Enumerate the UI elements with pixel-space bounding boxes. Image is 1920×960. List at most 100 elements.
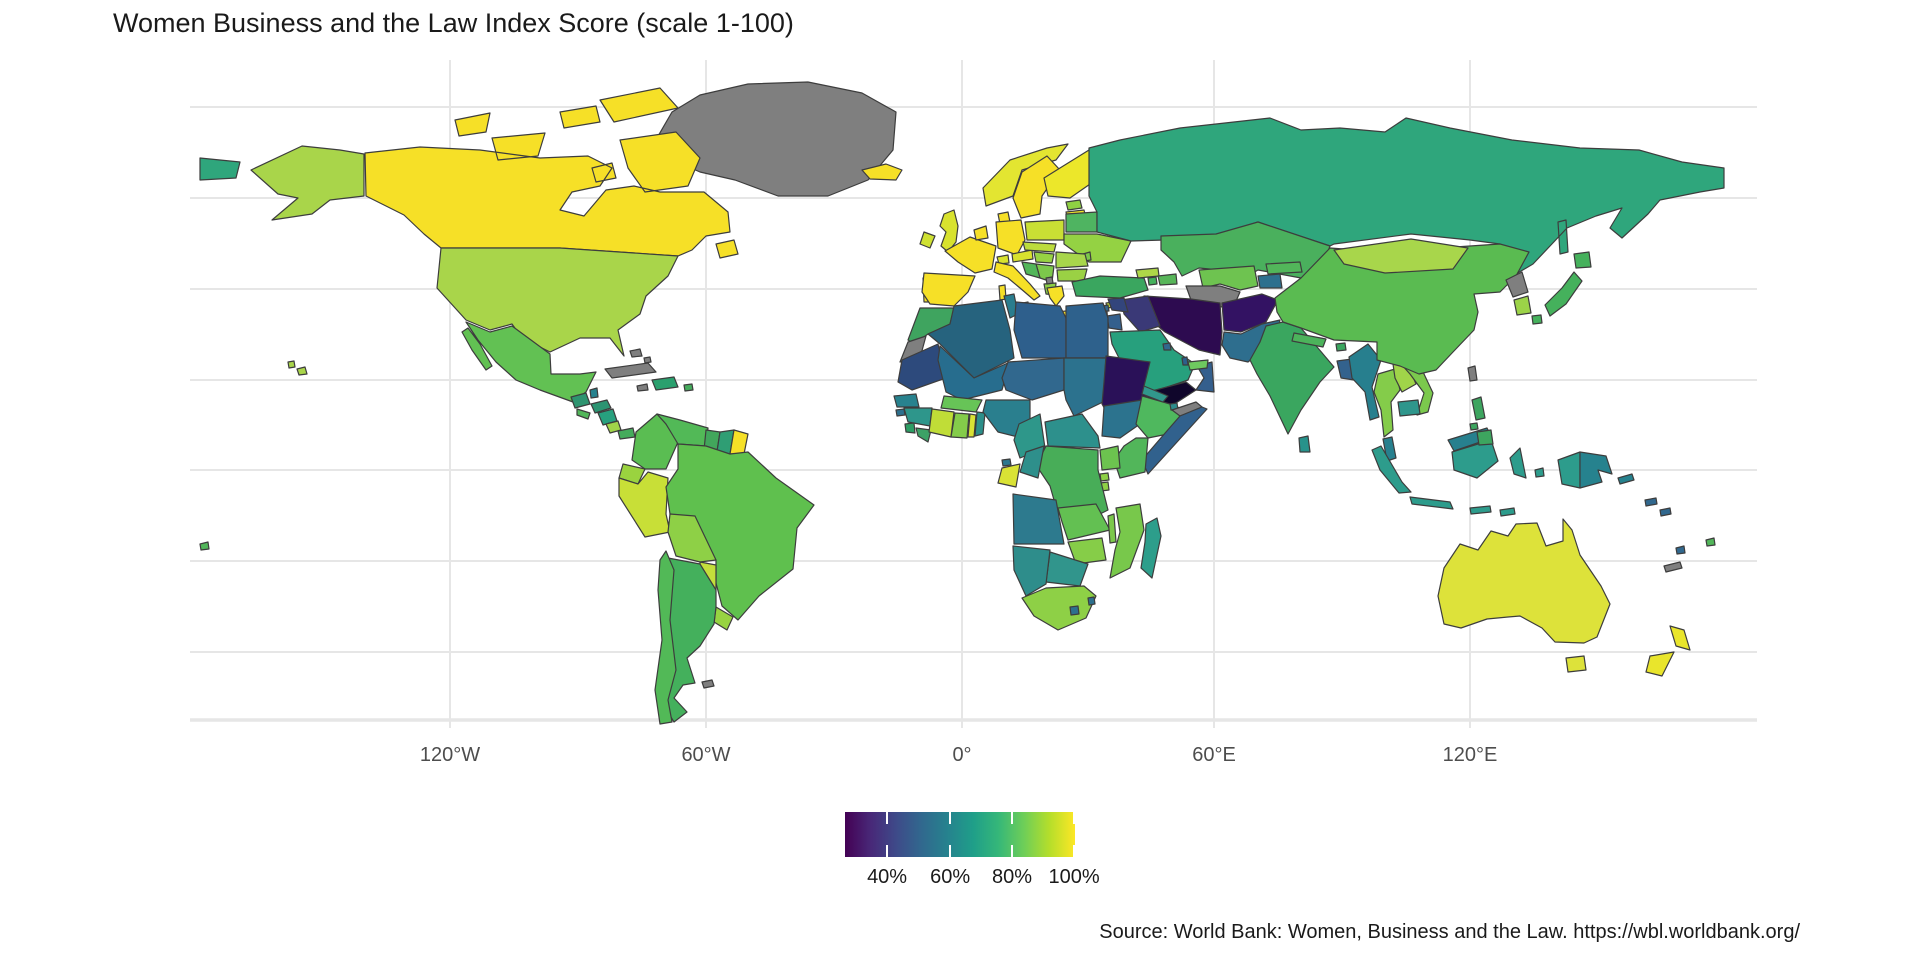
country-poland xyxy=(1024,219,1065,241)
country-iceland xyxy=(861,163,903,181)
country-new-caledonia xyxy=(1663,561,1683,573)
colorbar-tick xyxy=(1073,845,1076,857)
country-armenia xyxy=(1147,276,1158,286)
country-kosovo xyxy=(1045,276,1054,285)
country-cote-divoire xyxy=(928,408,955,438)
country-mongolia xyxy=(1333,238,1469,274)
country-germany xyxy=(995,219,1026,256)
source-caption: Source: World Bank: Women, Business and … xyxy=(1099,921,1800,943)
country-niger xyxy=(1001,357,1065,401)
country-eritrea xyxy=(1141,385,1169,403)
country-austria xyxy=(1011,249,1034,263)
x-axis-tick-label: 0° xyxy=(952,744,972,766)
country-hungary xyxy=(1033,251,1055,264)
colorbar-tick xyxy=(1010,812,1013,824)
country-cambodia xyxy=(1397,399,1421,417)
country-honduras xyxy=(590,399,612,414)
country-afghanistan xyxy=(1221,293,1279,333)
country-jamaica xyxy=(636,383,649,392)
country-uae xyxy=(1187,359,1209,371)
country-burkina-faso xyxy=(940,395,983,413)
country-hawaii xyxy=(287,360,308,376)
country-liberia xyxy=(915,427,932,443)
x-axis-tick-label: 120°W xyxy=(419,744,481,766)
country-azerbaijan xyxy=(1157,273,1178,286)
country-malawi xyxy=(1107,513,1117,544)
country-guatemala xyxy=(570,392,591,409)
country-belize xyxy=(589,387,599,399)
country-myanmar xyxy=(1348,343,1382,421)
country-fiji xyxy=(199,537,1716,551)
country-peru xyxy=(618,471,671,538)
country-qatar xyxy=(1181,356,1189,366)
x-axis-tick-label: 120°E xyxy=(1442,744,1498,766)
colorbar-gradient xyxy=(845,812,1076,857)
country-taiwan xyxy=(1467,365,1478,382)
country-south-korea xyxy=(1513,295,1532,316)
country-rwanda xyxy=(1099,472,1110,482)
country-puerto-rico xyxy=(683,383,694,392)
country-belgium-netherlands xyxy=(973,225,989,241)
country-sierra-leone xyxy=(904,422,916,434)
country-lesotho xyxy=(1069,605,1080,616)
country-namibia xyxy=(1012,545,1051,597)
country-guinea-bissau xyxy=(895,408,906,417)
country-australia xyxy=(1437,518,1611,644)
x-axis-tick-label: 60°W xyxy=(681,744,731,766)
colorbar-tick-label: 80% xyxy=(991,866,1032,888)
country-chile xyxy=(654,550,677,725)
colorbar-tick-label: 60% xyxy=(930,866,971,888)
colorbar-tick xyxy=(1010,845,1013,857)
country-egypt xyxy=(1065,302,1109,359)
country-madagascar xyxy=(1140,517,1162,579)
country-mozambique xyxy=(1109,503,1145,579)
country-jordan xyxy=(1106,313,1123,331)
country-japan xyxy=(1531,251,1592,325)
country-canada xyxy=(364,87,739,259)
plot-title: Women Business and the Law Index Score (… xyxy=(113,8,794,38)
country-ireland xyxy=(919,231,936,249)
country-syria xyxy=(1107,297,1129,313)
country-mali xyxy=(937,345,1011,401)
country-south-africa xyxy=(1021,585,1097,631)
country-gabon xyxy=(997,463,1021,488)
country-chad xyxy=(1063,357,1107,417)
country-sri-lanka xyxy=(1298,435,1311,453)
country-spain xyxy=(921,272,976,307)
country-oman xyxy=(1195,361,1215,393)
country-central-african-rep xyxy=(1044,413,1101,449)
colorbar-tick-label: 40% xyxy=(867,866,908,888)
country-alaska xyxy=(250,145,365,221)
country-south-sudan xyxy=(1101,399,1143,439)
country-el-salvador xyxy=(576,408,591,420)
colorbar-tick-label: 100% xyxy=(1048,866,1100,888)
country-tajikistan xyxy=(1257,273,1283,289)
country-kuwait xyxy=(1162,342,1172,351)
colorbar-tick xyxy=(949,812,952,824)
country-solomon-is xyxy=(1644,497,1672,517)
country-estonia xyxy=(1065,199,1083,211)
country-tasmania xyxy=(1565,655,1587,673)
country-india xyxy=(1249,321,1335,435)
country-turkey xyxy=(1071,275,1149,299)
country-bhutan xyxy=(1335,342,1347,352)
country-shapes xyxy=(199,81,1725,725)
country-belarus xyxy=(1065,211,1098,233)
country-switzerland xyxy=(996,254,1010,265)
country-papua-new-guinea xyxy=(1579,451,1635,489)
country-greenland xyxy=(649,81,897,197)
country-new-zealand xyxy=(1645,625,1691,677)
colorbar-tick xyxy=(886,812,889,824)
colorbar-tick xyxy=(1073,812,1076,824)
country-kenya xyxy=(1113,437,1149,479)
colorbar-tick xyxy=(949,845,952,857)
country-ghana xyxy=(950,412,970,439)
country-bahamas xyxy=(629,348,652,364)
country-falkland-is xyxy=(701,679,715,689)
country-uganda xyxy=(1099,445,1121,471)
country-usa xyxy=(436,247,679,357)
country-congo xyxy=(1019,445,1045,479)
country-zimbabwe xyxy=(1067,537,1107,565)
